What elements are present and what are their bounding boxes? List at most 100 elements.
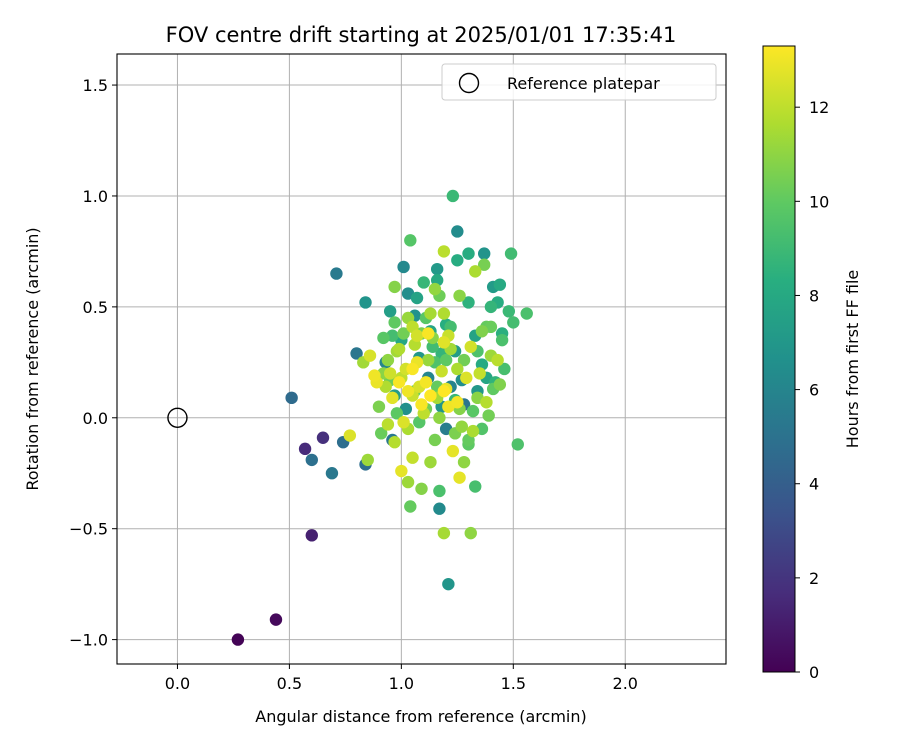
data-point <box>410 329 424 342</box>
data-point <box>395 464 408 478</box>
data-point <box>424 455 437 469</box>
data-point <box>457 455 471 469</box>
data-point <box>433 411 446 424</box>
data-point <box>406 451 419 464</box>
data-point <box>390 407 404 420</box>
data-point <box>419 376 433 389</box>
axes-frame <box>116 53 727 665</box>
data-point <box>404 234 417 247</box>
data-point <box>298 442 312 456</box>
data-point <box>401 384 415 398</box>
data-point <box>502 305 516 318</box>
data-point <box>433 502 446 515</box>
data-point <box>305 453 318 467</box>
data-point <box>466 424 480 438</box>
data-point <box>231 633 245 646</box>
y-tick-label: 0.0 <box>83 409 108 428</box>
x-tick-label: 1.0 <box>389 674 414 693</box>
colorbar-tick-label: 10 <box>809 192 829 211</box>
data-point <box>410 291 424 305</box>
data-point <box>437 245 451 258</box>
data-point <box>495 333 509 347</box>
data-point <box>368 369 381 382</box>
data-point <box>415 398 428 411</box>
data-point <box>372 400 386 413</box>
data-point <box>374 427 388 440</box>
data-point <box>442 577 455 591</box>
data-point <box>397 260 410 274</box>
colorbar-tick-label: 12 <box>809 98 829 117</box>
data-point <box>477 258 491 271</box>
colorbar-tick-label: 6 <box>809 381 819 400</box>
data-point <box>397 416 410 429</box>
reference-platepar-marker <box>167 407 188 428</box>
y-axis-label: Rotation from reference (arcmin) <box>23 227 42 490</box>
data-point <box>462 296 475 309</box>
data-point <box>422 353 435 367</box>
data-point <box>388 316 401 329</box>
data-point <box>469 265 482 278</box>
data-point <box>493 378 507 391</box>
data-point <box>466 404 480 418</box>
data-point <box>381 353 395 367</box>
y-tick-label: 1.5 <box>83 76 108 95</box>
data-point <box>428 282 442 296</box>
data-point <box>363 349 377 362</box>
data-point <box>453 471 466 484</box>
data-point <box>491 353 504 367</box>
data-point <box>316 431 330 444</box>
data-points <box>231 189 533 646</box>
data-point <box>269 613 283 626</box>
data-point <box>504 247 518 260</box>
y-tick-label: −1.0 <box>69 631 108 650</box>
data-point <box>460 371 473 385</box>
y-tick-label: 1.0 <box>83 187 108 206</box>
data-point <box>343 429 357 442</box>
legend-entry-label: Reference platepar <box>507 74 660 93</box>
data-point <box>417 276 430 289</box>
data-point <box>388 280 401 294</box>
x-axis-label: Angular distance from reference (arcmin) <box>255 707 586 726</box>
data-point <box>464 340 477 353</box>
data-point <box>401 475 415 489</box>
data-point <box>383 367 397 380</box>
data-point <box>453 289 466 302</box>
data-point <box>446 444 460 458</box>
data-point <box>424 389 437 402</box>
data-point <box>511 438 524 451</box>
data-point <box>439 353 453 367</box>
data-point <box>455 420 469 433</box>
data-point <box>325 467 339 480</box>
x-axis-ticks: 0.0 0.5 1.0 1.5 2.0 <box>165 664 638 693</box>
data-point <box>388 435 401 449</box>
data-point <box>383 305 397 318</box>
data-point <box>392 342 406 356</box>
data-point <box>433 484 446 498</box>
x-tick-label: 0.0 <box>165 674 190 693</box>
data-point <box>392 376 406 389</box>
data-point <box>451 254 464 267</box>
data-point <box>473 367 486 380</box>
data-point <box>462 247 475 260</box>
data-point <box>451 396 464 409</box>
data-point <box>428 433 442 447</box>
data-point <box>424 307 437 320</box>
y-tick-label: 0.5 <box>83 298 108 317</box>
legend-marker <box>458 72 480 94</box>
x-tick-label: 1.5 <box>501 674 526 693</box>
colorbar-tick-label: 2 <box>809 569 819 588</box>
data-point <box>305 529 318 542</box>
x-tick-label: 2.0 <box>613 674 638 693</box>
data-point <box>437 336 451 349</box>
data-point <box>386 391 399 405</box>
data-point <box>446 189 460 203</box>
data-point <box>377 331 390 345</box>
data-point <box>426 340 439 353</box>
data-point <box>435 365 448 378</box>
data-point <box>520 307 533 320</box>
data-point <box>475 325 489 338</box>
data-point <box>437 384 451 398</box>
legend-box <box>441 63 717 101</box>
data-point <box>480 396 493 409</box>
data-point <box>507 316 520 329</box>
